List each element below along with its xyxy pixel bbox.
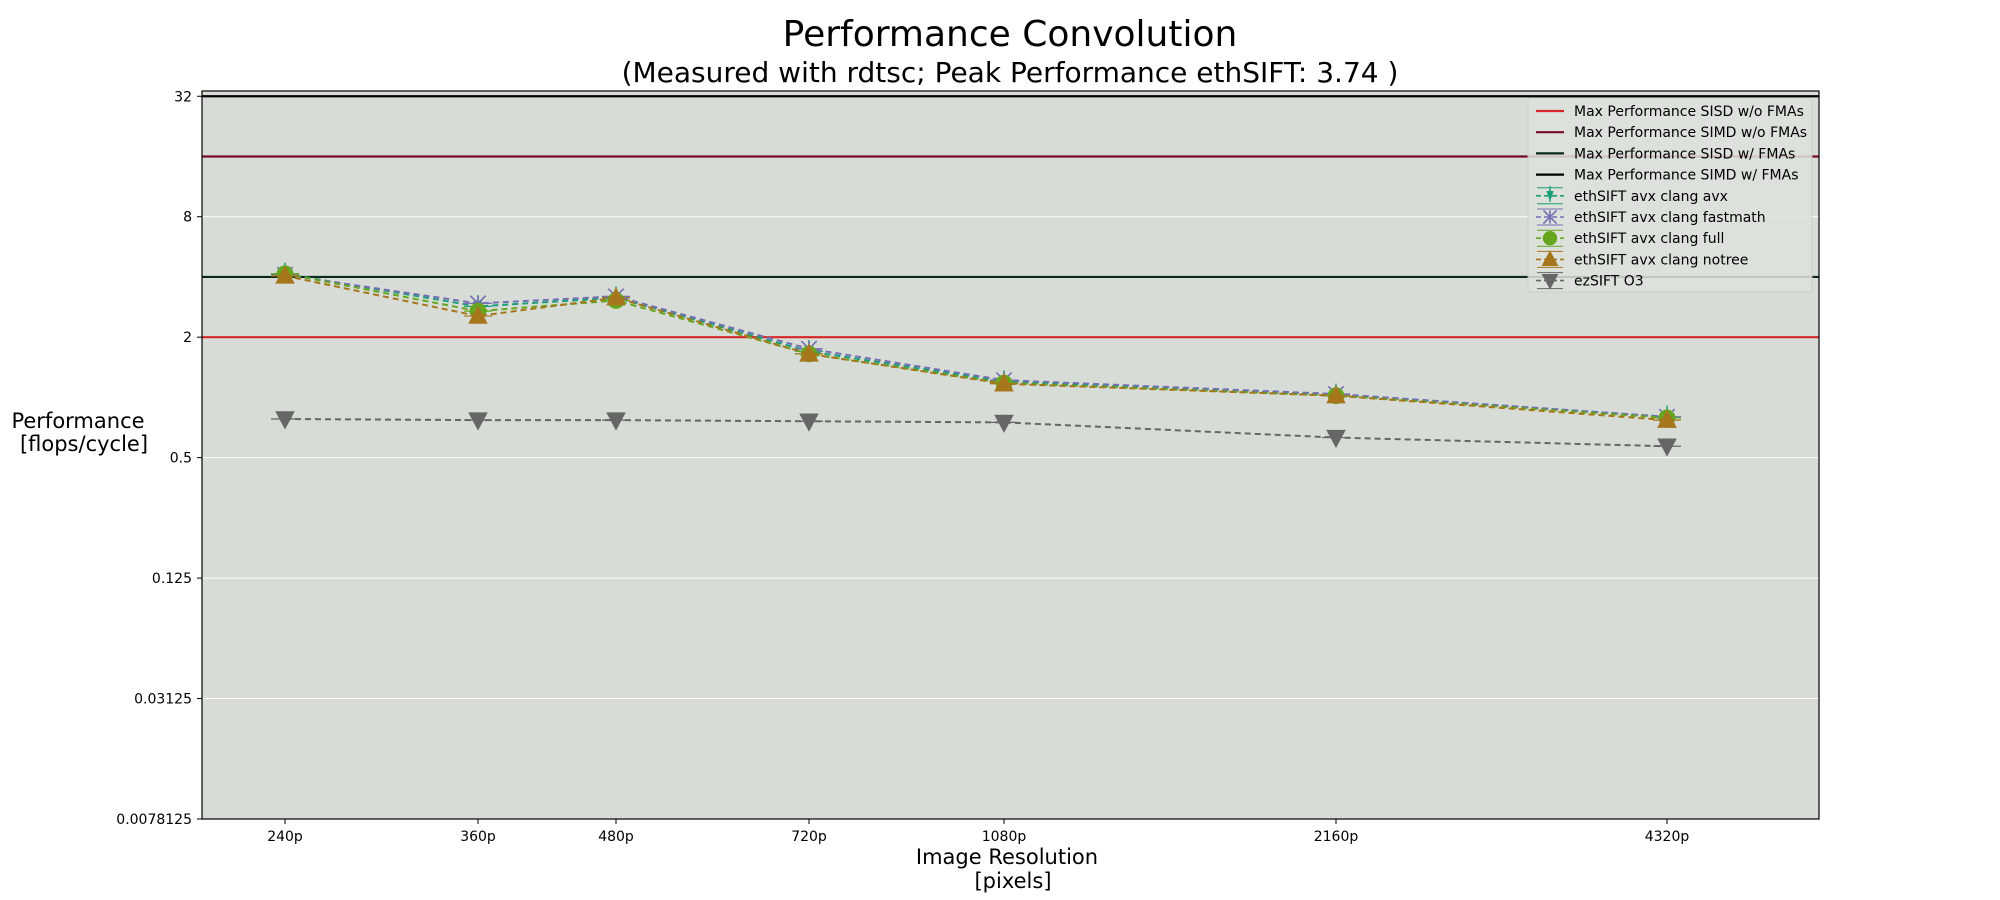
plot-frame [201, 90, 1820, 820]
data-point [1542, 209, 1558, 225]
legend-label: Max Performance SISD w/o FMAs [1574, 104, 1804, 120]
legend-label: ethSIFT avx clang avx [1574, 189, 1728, 205]
data-point [606, 412, 626, 431]
series-ezsift-o3 [271, 411, 1681, 457]
x-tick-label: 480p [598, 829, 634, 845]
data-point [468, 412, 488, 431]
data-point [799, 343, 819, 362]
x-tick-label: 1080p [982, 829, 1027, 845]
legend-label: Max Performance SIMD w/ FMAs [1574, 168, 1799, 184]
legend-item: Max Performance SISD w/o FMAs [1536, 104, 1804, 120]
chart-title: Performance Convolution [783, 14, 1238, 55]
x-tick-label: 720p [791, 829, 827, 845]
legend-label: Max Performance SISD w/ FMAs [1574, 146, 1795, 162]
x-axis-label-line1: Image Resolution [916, 845, 1098, 869]
y-tick-label: 0.0078125 [116, 812, 192, 828]
data-point [799, 413, 819, 432]
legend-item: ethSIFT avx clang avx [1536, 186, 1728, 205]
x-axis-label-line2: [pixels] [974, 869, 1051, 893]
data-point [1657, 438, 1677, 457]
series-ethsift-avx-clang-notree [271, 265, 1681, 428]
data-point [1541, 274, 1559, 290]
data-point [275, 265, 295, 284]
y-tick-label: 0.03125 [134, 692, 192, 708]
legend-label: ethSIFT avx clang fastmath [1574, 210, 1766, 226]
data-point [994, 373, 1014, 392]
data-point [1542, 231, 1558, 246]
data-point [1657, 409, 1677, 428]
legend-item: Max Performance SISD w/ FMAs [1536, 146, 1795, 162]
legend-item: ethSIFT avx clang full [1536, 229, 1724, 247]
x-tick-label: 240p [267, 829, 303, 845]
legend-label: ethSIFT avx clang full [1574, 231, 1724, 247]
legend-item: Max Performance SIMD w/o FMAs [1536, 125, 1807, 141]
legend-item: ezSIFT O3 [1536, 272, 1644, 290]
x-axis: 240p 360p 480p 720p 1080p 2160p 4320p [267, 819, 1689, 845]
data-point [1326, 429, 1346, 449]
x-tick-label: 360p [460, 829, 496, 845]
legend-label: ethSIFT avx clang notree [1574, 252, 1748, 268]
data-point [468, 305, 488, 324]
legend: Max Performance SISD w/o FMAs Max Perform… [1527, 97, 1813, 293]
legend-label: ezSIFT O3 [1574, 274, 1644, 290]
y-tick-label: 8 [183, 210, 192, 226]
legend-label: Max Performance SIMD w/o FMAs [1574, 125, 1807, 141]
legend-box [1527, 97, 1813, 293]
legend-item: Max Performance SIMD w/ FMAs [1536, 168, 1799, 184]
y-axis: 32 8 2 0.5 0.125 0.03125 0.0078125 [116, 89, 202, 828]
legend-item: ethSIFT avx clang fastmath [1536, 208, 1766, 226]
y-tick-label: 0.5 [170, 451, 192, 467]
x-tick-label: 2160p [1314, 829, 1359, 845]
data-point [994, 414, 1014, 433]
legend-item: ethSIFT avx clang notree [1536, 250, 1748, 268]
data-point [1326, 385, 1346, 404]
data-point [606, 287, 626, 306]
y-tick-label: 2 [183, 330, 192, 346]
chart-subtitle: (Measured with rdtsc; Peak Performance e… [622, 56, 1399, 89]
data-point [1541, 250, 1559, 266]
y-axis-label-line1: Performance [11, 409, 144, 433]
y-tick-label: 0.125 [152, 571, 192, 587]
y-tick-label: 32 [174, 89, 192, 105]
series-group [271, 262, 1681, 457]
y-axis-label-line2: [flops/cycle] [20, 432, 148, 456]
x-tick-label: 4320p [1645, 829, 1690, 845]
data-point [275, 411, 295, 430]
